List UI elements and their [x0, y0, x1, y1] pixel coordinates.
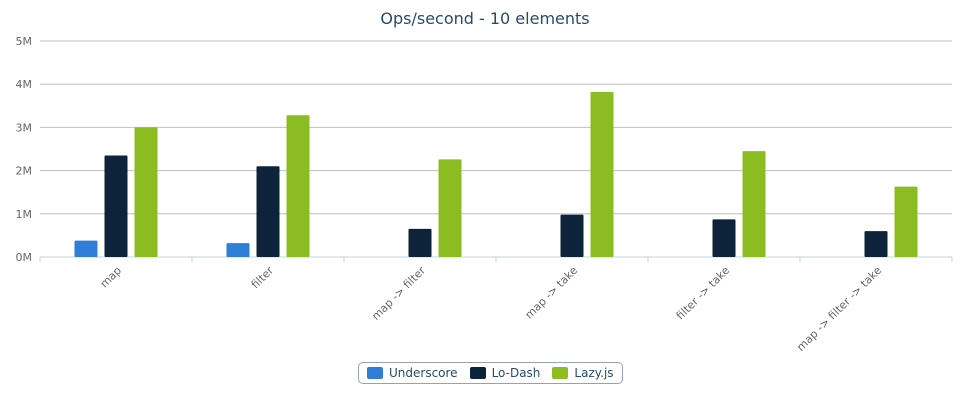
bar-lo-dash[interactable] [256, 166, 280, 257]
bar-underscore[interactable] [226, 243, 250, 257]
bars [74, 91, 918, 258]
legend-swatch-underscore [367, 367, 383, 379]
bar-lo-dash[interactable] [864, 231, 888, 257]
legend: Underscore Lo-Dash Lazy.js [358, 362, 623, 384]
legend-label-underscore: Underscore [389, 366, 458, 380]
bar-lo-dash[interactable] [408, 228, 432, 257]
bar-lazy-js[interactable] [134, 127, 158, 258]
x-tick-label: map -> filter [369, 264, 428, 323]
legend-item-lazyjs[interactable]: Lazy.js [552, 366, 614, 380]
bar-lo-dash[interactable] [712, 219, 736, 257]
x-tick-label: filter -> take [674, 264, 733, 323]
bar-lazy-js[interactable] [286, 115, 310, 257]
legend-label-lazyjs: Lazy.js [574, 366, 614, 380]
x-tick-label: map -> take [523, 264, 581, 322]
x-tick-label: map [98, 264, 124, 290]
bar-lo-dash[interactable] [560, 214, 584, 257]
y-tick-label: 1M [16, 208, 33, 221]
y-tick-label: 4M [16, 78, 33, 91]
x-axis: map filter map -> filter map -> take filter … [39, 256, 953, 354]
legend-swatch-lodash [469, 367, 486, 379]
bar-lazy-js[interactable] [742, 151, 766, 257]
legend-swatch-lazyjs [552, 367, 569, 379]
bar-lazy-js[interactable] [590, 91, 614, 257]
x-tick-label: filter [249, 264, 277, 292]
y-tick-label: 2M [16, 165, 33, 178]
x-tick-label: map -> filter -> take [794, 264, 884, 354]
y-tick-label: 3M [16, 121, 33, 134]
legend-label-lodash: Lo-Dash [491, 366, 541, 380]
y-tick-label: 5M [16, 35, 33, 48]
gridlines [40, 40, 952, 258]
bar-lo-dash[interactable] [104, 155, 128, 257]
y-tick-label: 0M [16, 251, 33, 264]
chart-title: Ops/second - 10 elements [380, 9, 589, 28]
bar-lazy-js[interactable] [438, 159, 462, 257]
bar-underscore[interactable] [74, 240, 98, 257]
y-axis: 0M 1M 2M 3M 4M 5M [16, 35, 33, 264]
bar-lazy-js[interactable] [894, 186, 918, 257]
legend-item-lodash[interactable]: Lo-Dash [469, 366, 541, 380]
legend-item-underscore[interactable]: Underscore [367, 366, 458, 380]
